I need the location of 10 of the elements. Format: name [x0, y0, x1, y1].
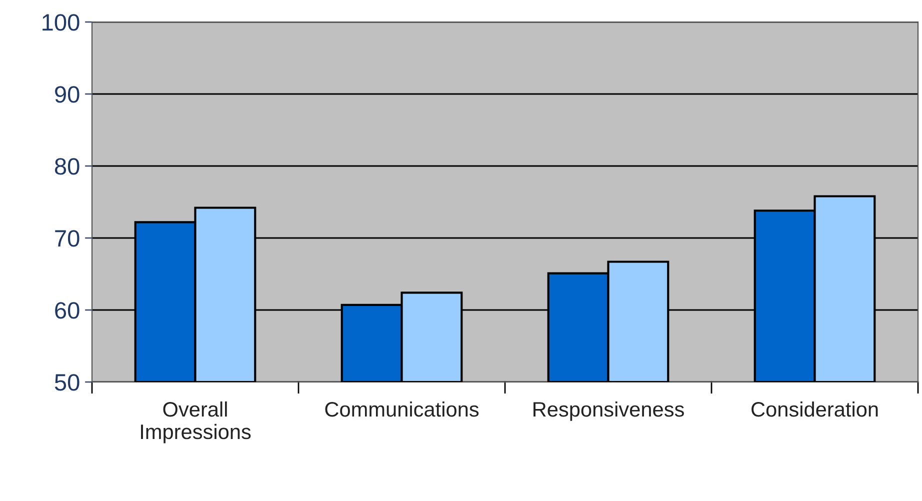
y-tick-label: 70 [55, 230, 80, 247]
x-tick-label: Consideration [752, 401, 878, 417]
y-tick-label: 90 [55, 86, 80, 103]
y-tick-label: 60 [55, 302, 80, 319]
x-tick-label: Responsiveness [534, 401, 684, 421]
x-tick-label: Overall Impressions [141, 401, 251, 444]
y-tick-label: 50 [54, 374, 80, 391]
y-tick-label: 80 [54, 158, 80, 175]
y-tick-label: 100 [42, 14, 80, 31]
x-tick-label: Communications [325, 401, 479, 417]
